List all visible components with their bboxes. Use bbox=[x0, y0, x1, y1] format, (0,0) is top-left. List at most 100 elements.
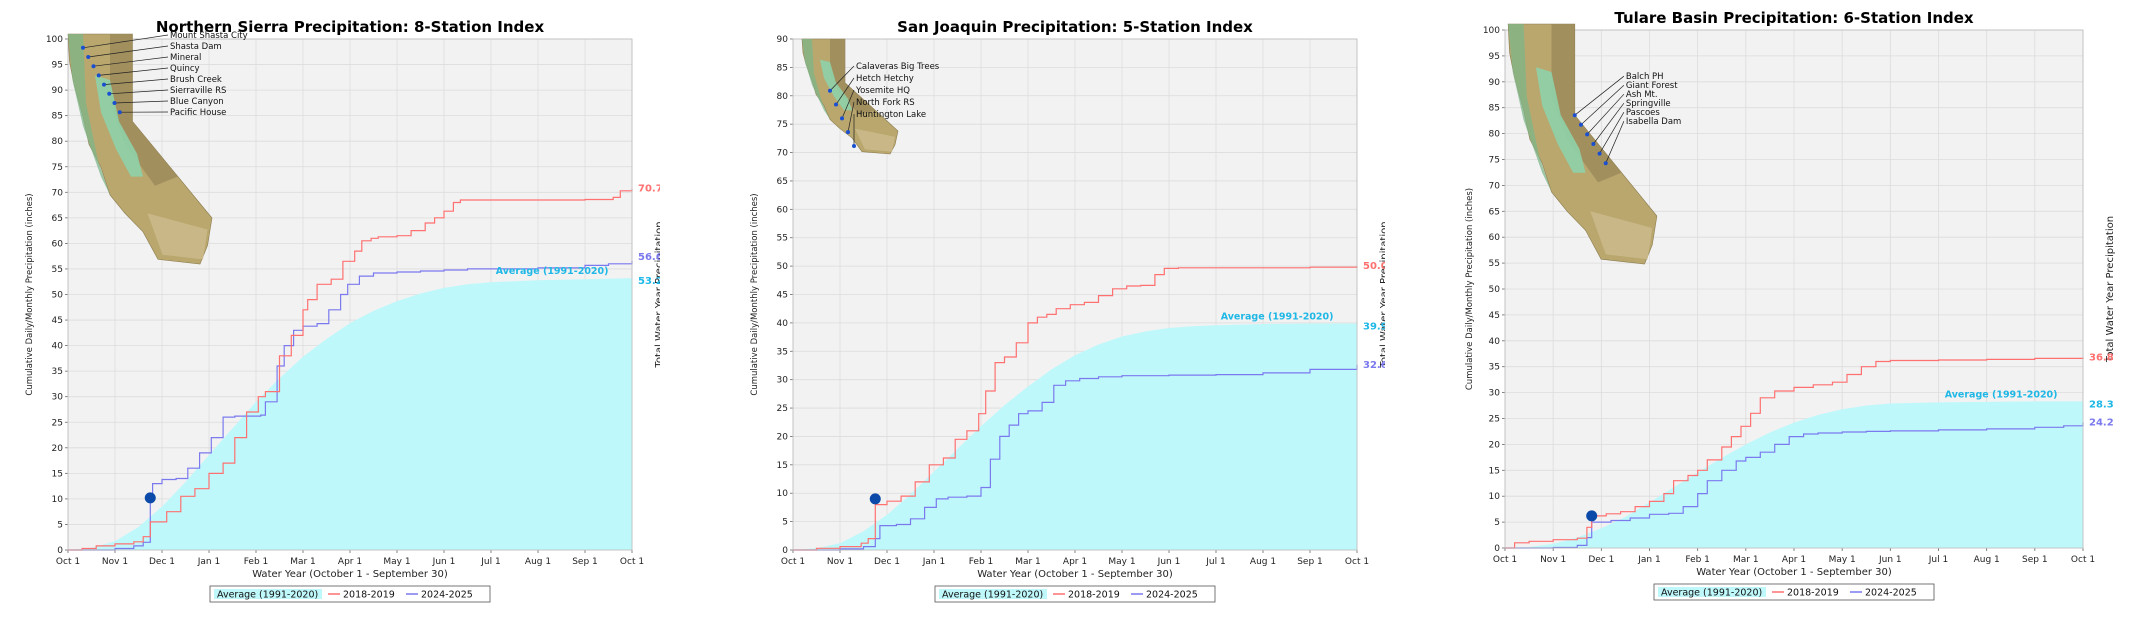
y-tick-label: 5 bbox=[782, 518, 788, 528]
station-leader-line bbox=[829, 65, 855, 91]
chart-title: Tulare Basin Precipitation: 6-Station In… bbox=[1614, 9, 1974, 27]
x-tick-label: Jan 1 bbox=[922, 557, 945, 567]
x-tick-label: Oct 1 bbox=[56, 557, 80, 567]
x-tick-label: Nov 1 bbox=[1540, 555, 1566, 565]
y-tick-label: 55 bbox=[777, 234, 788, 244]
y-tick-label: 60 bbox=[777, 205, 789, 215]
y-tick-label: 70 bbox=[1489, 181, 1501, 191]
station-leader-line bbox=[1580, 84, 1625, 126]
current-day-marker bbox=[144, 492, 156, 504]
x-tick-label: Dec 1 bbox=[874, 557, 900, 567]
station-label: Shasta Dam bbox=[170, 42, 222, 52]
x-tick-label: Jul 1 bbox=[1928, 555, 1948, 565]
x-tick-label: Mar 1 bbox=[1733, 555, 1759, 565]
x-tick-label: Mar 1 bbox=[1015, 557, 1041, 567]
y-tick-label: 95 bbox=[52, 61, 63, 71]
x-tick-label: Jun 1 bbox=[1878, 555, 1902, 565]
y-tick-label: 10 bbox=[52, 495, 64, 505]
station-label: Mount Shasta City bbox=[170, 31, 248, 41]
x-axis-label: Water Year (October 1 - September 30) bbox=[252, 569, 448, 580]
series-end-label: 24.2 bbox=[2089, 418, 2114, 429]
x-tick-label: Oct 1 bbox=[781, 557, 805, 567]
y-tick-label: 75 bbox=[1489, 156, 1500, 166]
chart-title: Northern Sierra Precipitation: 8-Station… bbox=[156, 18, 545, 36]
y-tick-label: 35 bbox=[777, 347, 788, 357]
x-tick-label: Jan 1 bbox=[1637, 555, 1660, 565]
station-leader-line bbox=[93, 56, 169, 67]
x-tick-label: Sep 1 bbox=[1297, 557, 1323, 567]
chart-panel-san-joaquin: San Joaquin Precipitation: 5-Station Ind… bbox=[750, 18, 1385, 603]
x-tick-label: Mar 1 bbox=[290, 557, 316, 567]
y-tick-label: 5 bbox=[57, 520, 63, 530]
series-end-label: 28.3 bbox=[2089, 399, 2114, 410]
y-tick-label: 85 bbox=[52, 112, 63, 122]
x-tick-label: Aug 1 bbox=[1250, 557, 1276, 567]
legend-label-2024-2025: 2024-2025 bbox=[1865, 588, 1917, 599]
x-axis-label: Water Year (October 1 - September 30) bbox=[977, 569, 1173, 580]
y-tick-label: 90 bbox=[52, 86, 64, 96]
y-tick-label: 85 bbox=[1489, 104, 1500, 114]
legend-label-2024-2025: 2024-2025 bbox=[421, 590, 473, 601]
station-dot bbox=[1597, 151, 1602, 156]
x-tick-label: Jul 1 bbox=[480, 557, 500, 567]
station-leader-line bbox=[1605, 121, 1625, 164]
legend-swatch-average bbox=[214, 589, 322, 599]
series-2018-2019-line bbox=[793, 266, 1358, 551]
legend: Average (1991-2020) 2018-2019 2024-2025 bbox=[934, 585, 1216, 603]
y-tick-label: 65 bbox=[52, 214, 63, 224]
plot-border bbox=[792, 38, 1358, 551]
y-tick-label: 70 bbox=[777, 149, 789, 159]
station-dot bbox=[834, 102, 838, 107]
chart-panel-northern-sierra: Northern Sierra Precipitation: 8-Station… bbox=[25, 18, 660, 603]
y-tick-label: 40 bbox=[777, 319, 789, 329]
california-map-inset: Calaveras Big Trees Hetch Hetchy Yosemite … bbox=[801, 38, 940, 155]
central-valley-shape bbox=[95, 75, 143, 177]
y-tick-label: 55 bbox=[52, 265, 63, 275]
station-dot bbox=[1578, 122, 1583, 127]
y-tick-label: 45 bbox=[777, 291, 788, 301]
y-tick-label: 20 bbox=[777, 432, 789, 442]
station-label: Quincy bbox=[170, 64, 200, 74]
coastal-range-shape bbox=[1508, 24, 1552, 192]
station-label: Isabella Dam bbox=[1626, 117, 1681, 127]
y-axis-label-right: Total Water Year Precipitation bbox=[2105, 216, 2116, 363]
legend-label-average: Average (1991-2020) bbox=[217, 590, 318, 601]
station-leader-line bbox=[1574, 75, 1625, 116]
y-axis-label: Cumulative Daily/Monthly Precipitation (… bbox=[25, 193, 35, 395]
x-tick-label: Oct 1 bbox=[1345, 557, 1369, 567]
y-tick-label: 25 bbox=[777, 404, 788, 414]
x-tick-label: Jun 1 bbox=[1157, 557, 1181, 567]
y-tick-label: 65 bbox=[777, 177, 788, 187]
series-end-label: 53.2 bbox=[638, 276, 660, 287]
series-end-label: 56.6 bbox=[638, 252, 660, 263]
station-leader-line bbox=[1593, 102, 1625, 145]
station-leader-line bbox=[1586, 93, 1625, 135]
series-2024-2025-line bbox=[68, 260, 633, 551]
y-axis-label: Cumulative Daily/Monthly Precipitation (… bbox=[750, 193, 760, 395]
station-dot bbox=[1572, 113, 1577, 118]
x-tick-label: May 1 bbox=[1108, 557, 1135, 567]
x-tick-label: Apr 1 bbox=[1782, 555, 1806, 565]
sierra-mountains-shape bbox=[110, 34, 178, 186]
average-series-label: Average (1991-2020) bbox=[1945, 389, 2058, 400]
x-tick-label: Oct 1 bbox=[1493, 555, 1517, 565]
y-tick-label: 80 bbox=[52, 137, 64, 147]
y-axis-label: Cumulative Daily/Monthly Precipitation (… bbox=[1465, 188, 1475, 390]
station-label: Ash Mt. bbox=[1626, 90, 1658, 100]
station-dot bbox=[107, 91, 112, 96]
y-tick-label: 50 bbox=[777, 262, 789, 272]
station-leader-line bbox=[98, 67, 169, 76]
series-2024-2025-line bbox=[1505, 422, 2084, 549]
y-tick-label: 80 bbox=[1489, 130, 1501, 140]
plot-border bbox=[67, 38, 633, 551]
x-tick-label: Feb 1 bbox=[244, 557, 269, 567]
current-day-marker bbox=[1586, 510, 1598, 522]
y-tick-label: 100 bbox=[46, 35, 63, 45]
station-leader-line bbox=[841, 89, 855, 119]
x-tick-label: Oct 1 bbox=[2071, 555, 2095, 565]
station-leader-line bbox=[82, 34, 169, 49]
legend: Average (1991-2020) 2018-2019 2024-2025 bbox=[209, 585, 491, 603]
legend-swatch-average bbox=[1658, 587, 1766, 597]
x-tick-label: Sep 1 bbox=[572, 557, 598, 567]
